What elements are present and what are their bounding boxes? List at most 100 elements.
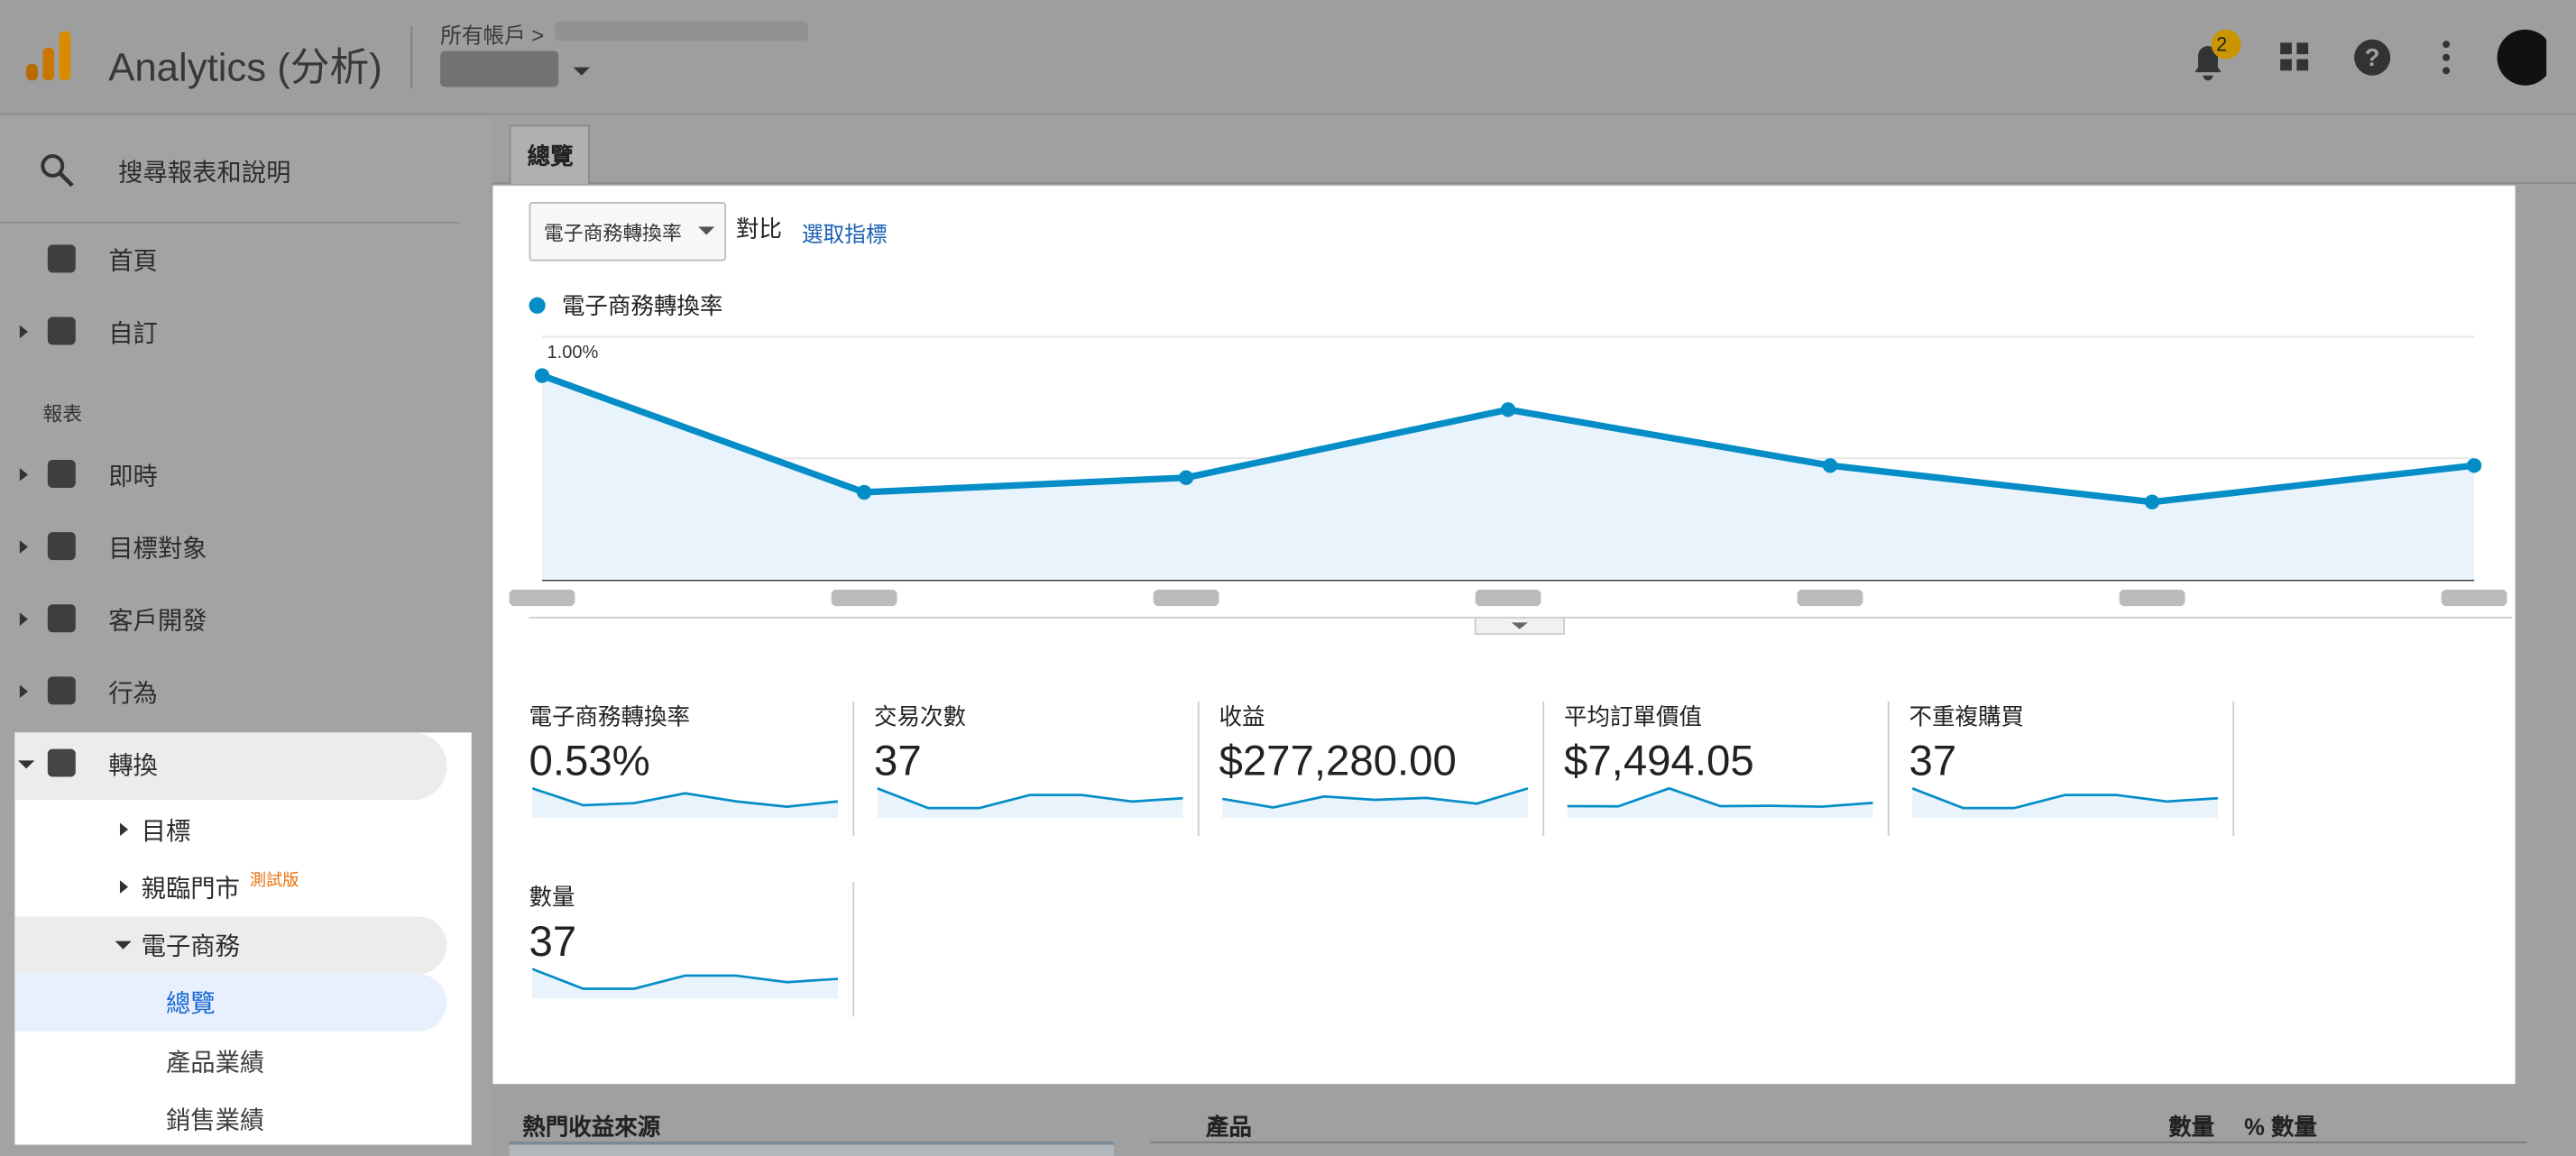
metric-value: 37 bbox=[874, 736, 922, 785]
blurred-x-label bbox=[2441, 589, 2507, 607]
blurred-x-label bbox=[831, 589, 897, 607]
point bbox=[1500, 402, 1516, 417]
expand-arrow[interactable] bbox=[119, 880, 129, 894]
breadcrumb[interactable]: 所有帳戶 > bbox=[440, 23, 545, 48]
spark-line bbox=[877, 787, 1183, 810]
blurred-x-label bbox=[1475, 589, 1541, 607]
sparkline bbox=[532, 786, 839, 819]
product-name: Analytics (分析) bbox=[108, 46, 382, 91]
sparkline bbox=[877, 787, 1183, 819]
section-label: 報表 bbox=[42, 402, 83, 426]
rule bbox=[509, 1141, 1114, 1145]
nav-item[interactable]: 產品業績 bbox=[165, 1049, 265, 1078]
nav-item[interactable]: 目標 bbox=[141, 818, 191, 847]
rule bbox=[1150, 1141, 2527, 1143]
spark-line bbox=[1567, 786, 1873, 808]
blurred bbox=[440, 50, 559, 87]
point bbox=[534, 368, 550, 383]
spark-line bbox=[532, 786, 839, 808]
metric-value: 0.53% bbox=[529, 736, 650, 785]
divider bbox=[410, 26, 413, 89]
expand-arrow[interactable] bbox=[19, 684, 28, 699]
point bbox=[856, 484, 872, 500]
nav-item[interactable]: 銷售業績 bbox=[165, 1106, 265, 1135]
tab-line bbox=[492, 182, 2576, 185]
qty-pct-col: % 數量 bbox=[2244, 1113, 2317, 1141]
spark-line bbox=[1222, 786, 1529, 809]
pick-metric[interactable]: 選取指標 bbox=[801, 221, 888, 247]
caret bbox=[698, 226, 715, 235]
metric-label: 平均訂單價值 bbox=[1564, 702, 1703, 729]
blurred-x-label bbox=[1797, 589, 1863, 607]
expand-arrow[interactable] bbox=[19, 612, 28, 626]
expand-arrow[interactable] bbox=[19, 325, 28, 339]
spark-area bbox=[532, 788, 838, 819]
metric-label: 電子商務轉換率 bbox=[529, 702, 691, 729]
active-group bbox=[14, 732, 447, 801]
metric-divider bbox=[852, 701, 855, 837]
nav-item[interactable]: 親臨門市 bbox=[141, 875, 240, 904]
beta-tag: 測試版 bbox=[249, 872, 299, 891]
spark-area bbox=[1222, 788, 1528, 819]
badge bbox=[2211, 29, 2241, 60]
nav-item[interactable]: 總覽 bbox=[165, 990, 216, 1019]
nav-item[interactable]: 目標對象 bbox=[108, 535, 207, 564]
sparkline bbox=[1222, 786, 1529, 819]
row bbox=[509, 1144, 1114, 1156]
nav-icon bbox=[47, 748, 76, 777]
nav-item[interactable]: 首頁 bbox=[108, 248, 158, 277]
expand-arrow[interactable] bbox=[19, 468, 28, 482]
collapse-arrow[interactable] bbox=[115, 940, 132, 950]
expand-arrow[interactable] bbox=[19, 540, 28, 554]
nav-item[interactable]: 客戶開發 bbox=[108, 607, 207, 636]
svg-text:?: ? bbox=[2365, 43, 2380, 71]
spark-area bbox=[1567, 788, 1873, 819]
bell[interactable] bbox=[2194, 46, 2222, 81]
legend-label: 電子商務轉換率 bbox=[562, 294, 723, 319]
metric-select-label: 電子商務轉換率 bbox=[543, 221, 682, 245]
metric-value: $7,494.05 bbox=[1564, 736, 1754, 785]
metric-divider bbox=[852, 882, 855, 1017]
badge-count: 2 bbox=[2216, 32, 2228, 56]
nav-item[interactable]: 行為 bbox=[108, 680, 158, 709]
nav-item[interactable]: 轉換 bbox=[108, 752, 158, 781]
metric-label: 交易次數 bbox=[874, 702, 967, 729]
tab[interactable] bbox=[509, 124, 590, 185]
blurred bbox=[555, 21, 809, 41]
point bbox=[1822, 458, 1838, 473]
point bbox=[2466, 458, 2482, 473]
sparkline bbox=[1567, 786, 1873, 819]
spark-area bbox=[1912, 788, 2218, 819]
toolbar: ? bbox=[2194, 29, 2547, 86]
nav-item[interactable]: 即時 bbox=[108, 463, 158, 491]
point bbox=[1178, 470, 1194, 485]
metric-divider bbox=[1542, 701, 1545, 837]
caret[interactable] bbox=[573, 67, 590, 76]
help[interactable] bbox=[2354, 39, 2391, 76]
avatar[interactable] bbox=[2497, 29, 2547, 86]
nav-item[interactable]: 自訂 bbox=[108, 320, 158, 349]
expand-arrow[interactable] bbox=[119, 822, 129, 837]
point bbox=[2144, 494, 2160, 509]
sparkline bbox=[1912, 787, 2219, 819]
top-bar bbox=[0, 0, 2576, 115]
nav-icon bbox=[47, 604, 76, 633]
search-icon bbox=[41, 154, 74, 188]
logo bbox=[26, 31, 71, 81]
spark-area bbox=[877, 788, 1183, 819]
tab-label: 總覽 bbox=[527, 142, 574, 170]
search[interactable]: 搜尋報表和說明 bbox=[118, 159, 291, 188]
metric-value: 37 bbox=[529, 916, 577, 967]
nav-icon bbox=[47, 460, 76, 488]
nav-item[interactable]: 電子商務 bbox=[141, 932, 240, 961]
spark-line bbox=[532, 968, 839, 990]
metric-select[interactable] bbox=[529, 202, 727, 261]
metric-label: 數量 bbox=[529, 883, 575, 911]
versus: 對比 bbox=[736, 215, 783, 242]
collapse-arrow[interactable] bbox=[18, 760, 35, 769]
nav-icon bbox=[47, 532, 76, 561]
blurred-x-label bbox=[509, 589, 575, 607]
products-col: 產品 bbox=[1205, 1113, 1252, 1141]
